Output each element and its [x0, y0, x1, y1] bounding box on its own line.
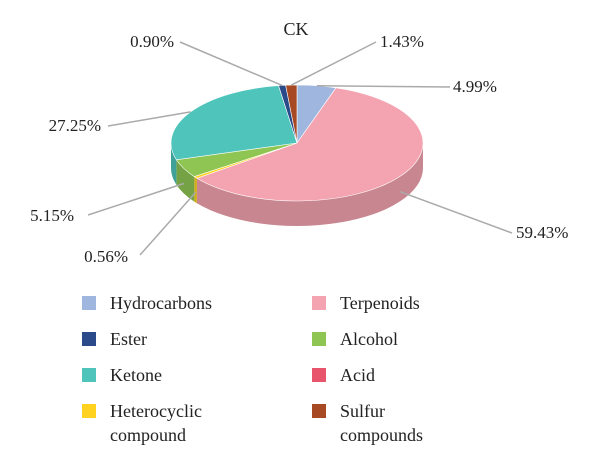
legend-item-acid: Acid: [312, 363, 542, 387]
leader-line-sulfur-compounds: [290, 41, 377, 86]
legend-item-terpenoids: Terpenoids: [312, 291, 542, 315]
legend-item-ketone: Ketone: [82, 363, 312, 387]
leader-line-terpenoids: [399, 190, 513, 234]
legend-swatch: [82, 404, 96, 418]
legend-swatch: [312, 332, 326, 346]
data-label-sulfur-compounds: 1.43%: [380, 32, 424, 51]
data-label-heterocyclic-compound: 0.56%: [84, 247, 128, 266]
data-label-terpenoids: 59.43%: [516, 223, 568, 242]
leader-line-alcohol: [87, 182, 185, 216]
pie-side-alcohol: [176, 159, 195, 202]
pie-side-heterocyclic-compound: [194, 176, 197, 204]
pie-chart: CK 4.99% 59.43% 0.56% 5.15% 27.25% 0.90% 1.43%: [30, 19, 568, 266]
leader-line-ester: [179, 41, 283, 87]
chart-title: CK: [283, 19, 308, 39]
legend-swatch: [312, 368, 326, 382]
legend-swatch: [312, 296, 326, 310]
legend-label: Ketone: [110, 365, 162, 385]
legend-swatch: [312, 404, 326, 418]
legend-item-sulfur-compounds: Sulfur compounds: [312, 399, 542, 447]
legend-label: Alcohol: [340, 329, 398, 349]
legend-item-alcohol: Alcohol: [312, 327, 542, 351]
data-label-ester: 0.90%: [130, 32, 174, 51]
pie-slice-sulfur-compounds: [285, 84, 298, 144]
leader-line-hydrocarbons: [316, 84, 451, 88]
legend-label: Acid: [340, 365, 375, 385]
leader-line-ketone: [107, 111, 191, 127]
legend-item-ester: Ester: [82, 327, 312, 351]
chart-legend: Hydrocarbons Terpenoids Ester Alcohol Ke…: [82, 291, 542, 447]
pie-side-terpenoids: [196, 143, 423, 227]
legend-swatch: [82, 296, 96, 310]
legend-label: Hydrocarbons: [110, 293, 212, 313]
legend-label: Sulfur compounds: [340, 401, 423, 445]
legend-item-heterocyclic-compound: Heterocyclic compound: [82, 399, 312, 447]
legend-label: Terpenoids: [340, 293, 420, 313]
legend-swatch: [82, 332, 96, 346]
leader-line-heterocyclic-compound: [139, 191, 197, 256]
data-label-ketone: 27.25%: [49, 116, 101, 135]
legend-label: Heterocyclic compound: [110, 401, 202, 445]
legend-label: Ester: [110, 329, 147, 349]
data-label-alcohol: 5.15%: [30, 206, 74, 225]
pie-side-ketone: [171, 143, 177, 185]
legend-item-hydrocarbons: Hydrocarbons: [82, 291, 312, 315]
legend-swatch: [82, 368, 96, 382]
pie-slice-terpenoids: [196, 87, 424, 202]
data-label-hydrocarbons: 4.99%: [453, 77, 497, 96]
